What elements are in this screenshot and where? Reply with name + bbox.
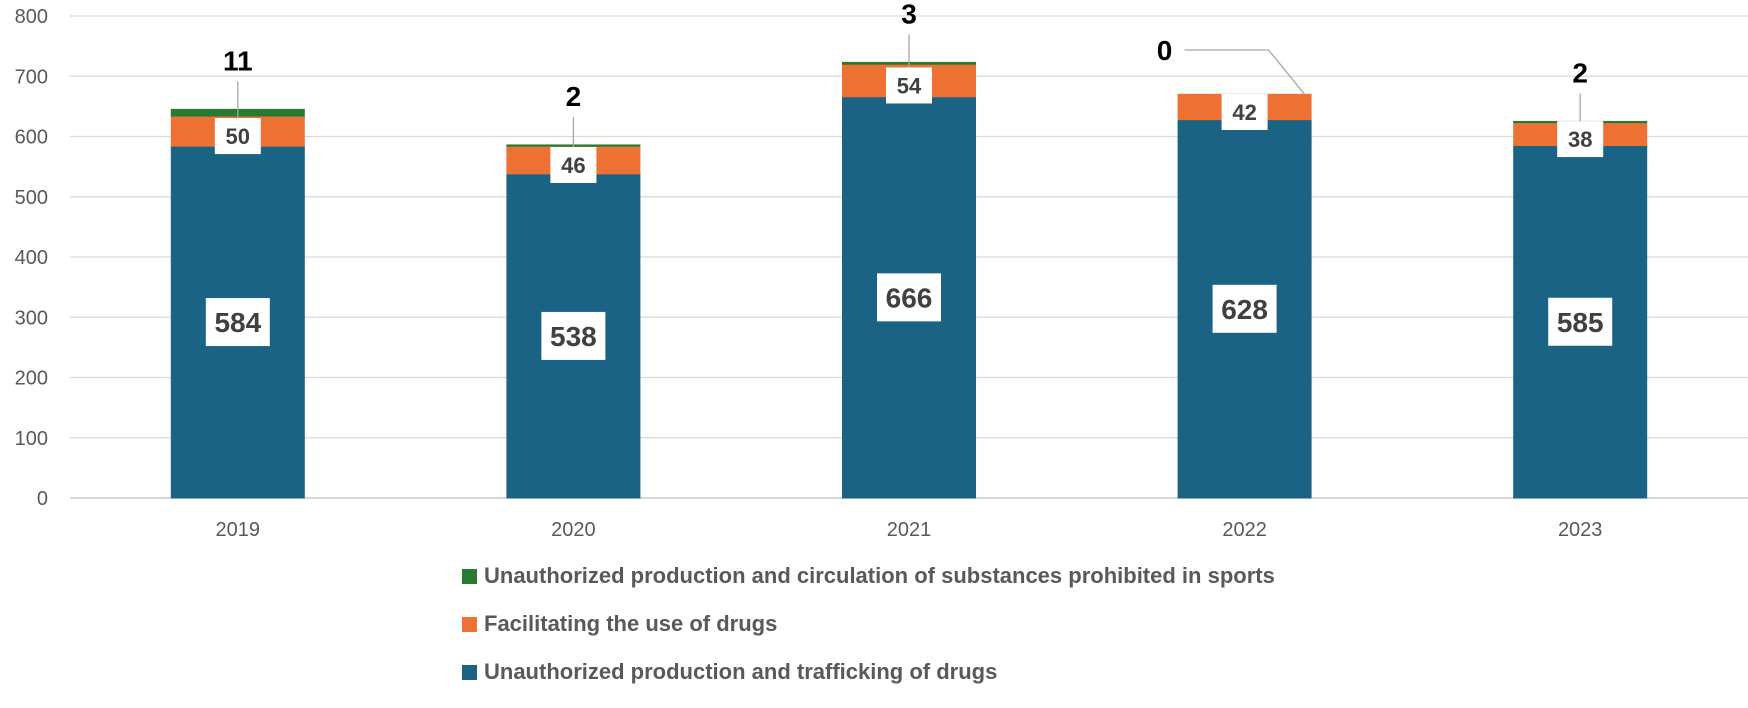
- data-label-box: [205, 298, 270, 347]
- y-tick-label: 600: [15, 127, 48, 149]
- data-label-box: [1221, 93, 1268, 130]
- data-label: 38: [1568, 127, 1592, 152]
- data-label: 2: [1572, 57, 1588, 88]
- y-tick-label: 300: [15, 307, 48, 329]
- legend-label: Unauthorized production and trafficking …: [484, 659, 998, 684]
- data-label-box: [877, 273, 941, 322]
- data-label: 11: [223, 45, 253, 76]
- legend-item-trafficking: Unauthorized production and trafficking …: [462, 659, 1275, 684]
- data-label-box: [1212, 284, 1277, 333]
- x-axis-ticks: 2019 2020 2021 2022 2023: [216, 519, 1603, 541]
- data-label-box: [1557, 121, 1604, 158]
- legend-item-facilitating: Facilitating the use of drugs: [462, 611, 1275, 636]
- data-labels: 584 50 11 538 46 2 666 54 3 628 42 0 585 38 2: [205, 0, 1613, 360]
- legend-swatch: [462, 664, 477, 680]
- y-tick-label: 500: [15, 187, 48, 209]
- data-label: 54: [897, 73, 922, 98]
- legend-label: Facilitating the use of drugs: [484, 611, 778, 636]
- legend: Unauthorized production and circulation …: [462, 563, 1275, 708]
- y-axis-ticks: 0 100 200 300 400 500 600 700 800: [15, 6, 48, 510]
- y-tick-label: 400: [15, 247, 48, 269]
- data-label: 42: [1232, 100, 1256, 125]
- data-label: 2: [566, 81, 582, 112]
- data-label: 538: [550, 321, 597, 352]
- legend-swatch: [462, 616, 477, 632]
- y-tick-label: 700: [15, 66, 48, 88]
- bars: [170, 61, 1648, 499]
- data-label: 585: [1557, 307, 1604, 338]
- x-tick-label: 2021: [887, 519, 932, 541]
- legend-item-sports-substances: Unauthorized production and circulation …: [462, 563, 1275, 588]
- data-label: 0: [1157, 35, 1173, 66]
- leader-line: [1184, 49, 1306, 95]
- data-label: 3: [901, 0, 917, 29]
- x-tick-label: 2020: [551, 519, 596, 541]
- data-label: 50: [226, 124, 250, 149]
- legend-swatch: [462, 568, 477, 584]
- data-label: 666: [886, 282, 933, 313]
- y-tick-label: 800: [15, 6, 48, 28]
- data-label-box: [1548, 297, 1613, 346]
- data-label-box: [214, 118, 261, 155]
- legend-label: Unauthorized production and circulation …: [484, 563, 1275, 588]
- x-tick-label: 2022: [1222, 519, 1267, 541]
- data-label-box: [550, 146, 597, 183]
- x-tick-label: 2023: [1558, 519, 1603, 541]
- data-label-box: [886, 67, 932, 104]
- data-label: 628: [1221, 294, 1268, 325]
- y-tick-label: 200: [15, 368, 48, 390]
- data-label-box: [541, 311, 606, 360]
- data-label: 46: [561, 153, 585, 178]
- data-label: 584: [214, 307, 261, 338]
- y-tick-label: 0: [37, 488, 48, 510]
- x-tick-label: 2019: [216, 519, 261, 541]
- y-tick-label: 100: [15, 428, 48, 450]
